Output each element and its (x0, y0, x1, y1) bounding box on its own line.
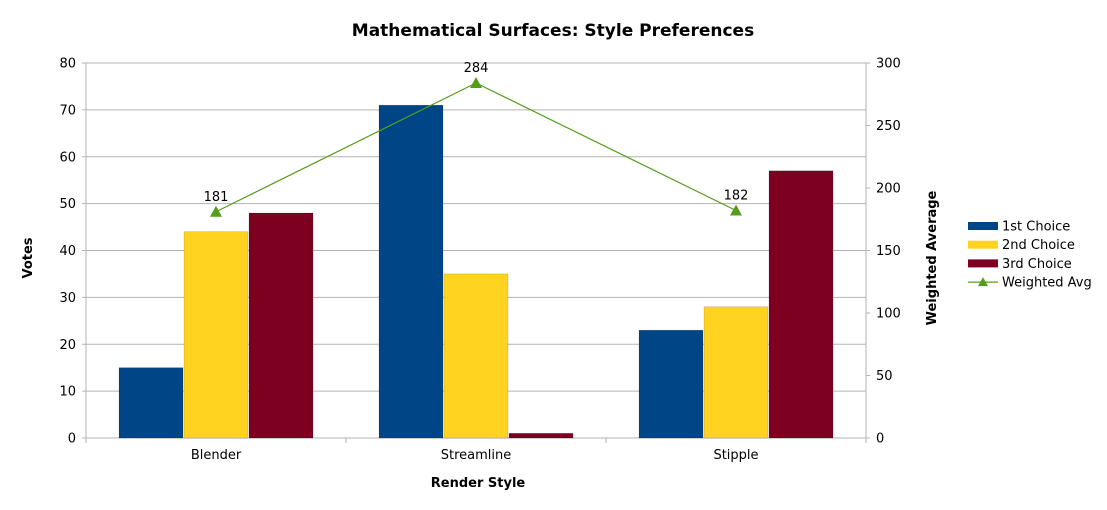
data-label: 284 (464, 61, 489, 76)
line-point (470, 77, 482, 88)
legend-label: Weighted Avg (1002, 276, 1092, 291)
bar (378, 104, 444, 439)
line-point (210, 205, 222, 217)
bar (508, 433, 574, 439)
legend-label: 1st Choice (1002, 220, 1070, 235)
y-axis-label: Votes (21, 237, 36, 278)
legend-label: 2nd Choice (1002, 238, 1075, 253)
x-axis-label: Render Style (431, 476, 526, 491)
y2-tick-label: 0 (876, 432, 884, 447)
weighted-avg-line: 181 284 182 (204, 61, 749, 217)
y-tick-label: 70 (59, 103, 76, 118)
tick-labels: 0 10 20 30 40 50 60 70 80 0 50 100 150 200 250 300 Blend… (59, 57, 900, 464)
y2-tick-label: 150 (876, 244, 901, 259)
data-label: 181 (204, 190, 229, 205)
bar (703, 306, 769, 439)
y2-tick-label: 200 (876, 182, 901, 197)
y-tick-label: 40 (59, 244, 76, 259)
y-tick-label: 50 (59, 197, 76, 212)
data-label: 182 (724, 189, 749, 204)
bar (768, 170, 834, 439)
y2-tick-label: 300 (876, 57, 901, 72)
bars (118, 104, 834, 439)
y-tick-label: 10 (59, 385, 76, 400)
legend: 1st Choice 2nd Choice 3rd Choice Weighted A… (968, 220, 1092, 291)
bar (443, 273, 509, 439)
y2-tick-label: 250 (876, 119, 901, 134)
y-tick-label: 20 (59, 338, 76, 353)
legend-swatch (968, 259, 998, 268)
x-tick-label: Blender (191, 448, 242, 463)
y2-tick-label: 50 (876, 369, 893, 384)
y2-axis-label: Weighted Average (925, 190, 940, 325)
legend-label: 3rd Choice (1002, 257, 1072, 272)
bar (638, 329, 704, 439)
x-tick-label: Stipple (713, 448, 758, 463)
y-tick-label: 30 (59, 291, 76, 306)
legend-marker (978, 277, 988, 287)
bar (248, 212, 314, 439)
bar (183, 231, 249, 439)
legend-swatch (968, 240, 998, 249)
y-tick-label: 80 (59, 57, 76, 72)
chart-title: Mathematical Surfaces: Style Preferences (352, 21, 754, 41)
y-tick-label: 0 (68, 432, 76, 447)
bar (118, 367, 184, 439)
line-path (215, 82, 737, 213)
legend-swatch (968, 222, 998, 230)
x-tick-label: Streamline (441, 448, 512, 463)
line-point (730, 204, 742, 216)
y2-tick-label: 100 (876, 307, 901, 322)
y-tick-label: 60 (59, 150, 76, 165)
